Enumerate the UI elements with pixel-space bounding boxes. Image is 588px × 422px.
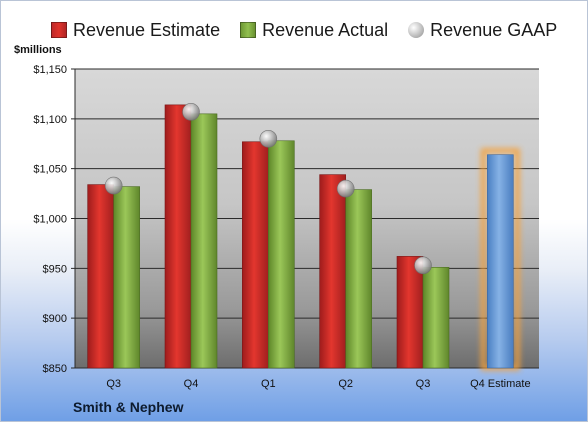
- marker-revenue-gaap: [414, 256, 432, 275]
- chart-legend: Revenue Estimate Revenue Actual Revenue …: [51, 15, 557, 45]
- bar-revenue-actual: [113, 186, 140, 369]
- legend-swatch-estimate: [51, 22, 67, 38]
- bar-revenue-actual: [190, 113, 218, 369]
- legend-label-gaap: Revenue GAAP: [430, 19, 558, 40]
- bar-revenue-actual: [422, 267, 450, 369]
- bar-revenue-actual: [345, 189, 372, 369]
- legend-swatch-actual: [240, 22, 257, 38]
- x-tick-label: Q3: [416, 378, 431, 390]
- y-tick-label: $850: [43, 363, 67, 375]
- bar-revenue-estimate: [87, 184, 114, 369]
- y-tick-label: $1,050: [33, 164, 67, 176]
- x-tick-label: Q4 Estimate: [470, 378, 531, 390]
- legend-item-gaap: Revenue GAAP: [408, 20, 557, 41]
- y-tick-label: $900: [43, 313, 67, 325]
- y-tick-label: $1,000: [33, 214, 67, 226]
- bar-revenue-forecast: [487, 154, 514, 369]
- marker-revenue-gaap: [259, 129, 278, 148]
- company-name: Smith & Nephew: [73, 399, 184, 415]
- marker-revenue-gaap: [182, 103, 200, 121]
- x-tick-label: Q2: [338, 378, 353, 390]
- x-tick-label: Q3: [106, 378, 121, 390]
- marker-revenue-gaap: [104, 176, 123, 195]
- y-axis-unit-label: $millions: [14, 44, 62, 56]
- legend-label-estimate: Revenue Estimate: [73, 19, 221, 40]
- legend-item-estimate: Revenue Estimate: [51, 20, 220, 41]
- y-tick-label: $1,100: [33, 114, 67, 126]
- y-tick-label: $1,150: [33, 64, 67, 76]
- x-tick-label: Q4: [184, 378, 199, 390]
- y-tick-label: $950: [43, 263, 67, 275]
- bar-revenue-estimate: [242, 141, 269, 369]
- legend-item-actual: Revenue Actual: [240, 20, 388, 41]
- legend-marker-gaap: [408, 22, 425, 38]
- bar-revenue-estimate: [164, 104, 192, 369]
- legend-label-actual: Revenue Actual: [262, 19, 389, 40]
- marker-revenue-gaap: [336, 179, 355, 198]
- bar-revenue-actual: [268, 140, 295, 369]
- x-tick-label: Q1: [261, 378, 276, 390]
- bar-revenue-estimate: [319, 174, 346, 369]
